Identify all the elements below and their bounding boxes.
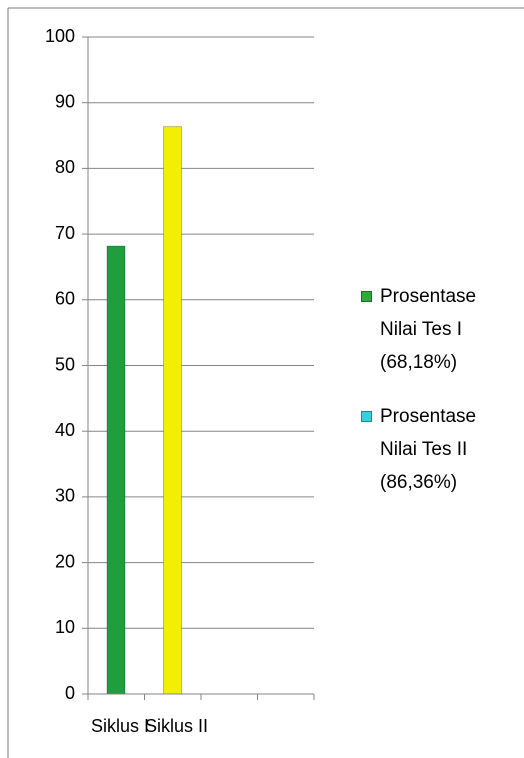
y-tick-label: 40 bbox=[55, 420, 75, 440]
y-tick-label: 90 bbox=[55, 91, 75, 111]
bar bbox=[163, 126, 182, 695]
legend-item: Prosentase Nilai Tes II (86,36%) bbox=[361, 400, 491, 499]
y-tick-label: 30 bbox=[55, 486, 75, 506]
bar bbox=[106, 245, 126, 695]
legend: Prosentase Nilai Tes I (68,18%) Prosentas… bbox=[361, 280, 491, 520]
legend-swatch bbox=[361, 411, 372, 422]
y-tick-label: 20 bbox=[55, 551, 75, 571]
y-tick-label: 100 bbox=[45, 26, 75, 46]
y-tick-label: 0 bbox=[65, 683, 75, 703]
legend-item: Prosentase Nilai Tes I (68,18%) bbox=[361, 280, 491, 379]
y-tick-label: 80 bbox=[55, 157, 75, 177]
y-tick-label: 70 bbox=[55, 223, 75, 243]
x-tick-label: Siklus I bbox=[91, 716, 149, 736]
y-tick-label: 10 bbox=[55, 617, 75, 637]
x-tick-label: Siklus II bbox=[145, 716, 208, 736]
y-tick-label: 60 bbox=[55, 289, 75, 309]
legend-swatch bbox=[361, 291, 372, 302]
legend-label: Prosentase Nilai Tes I (68,18%) bbox=[380, 286, 477, 373]
y-tick-label: 50 bbox=[55, 354, 75, 374]
legend-label: Prosentase Nilai Tes II (86,36%) bbox=[380, 406, 477, 493]
